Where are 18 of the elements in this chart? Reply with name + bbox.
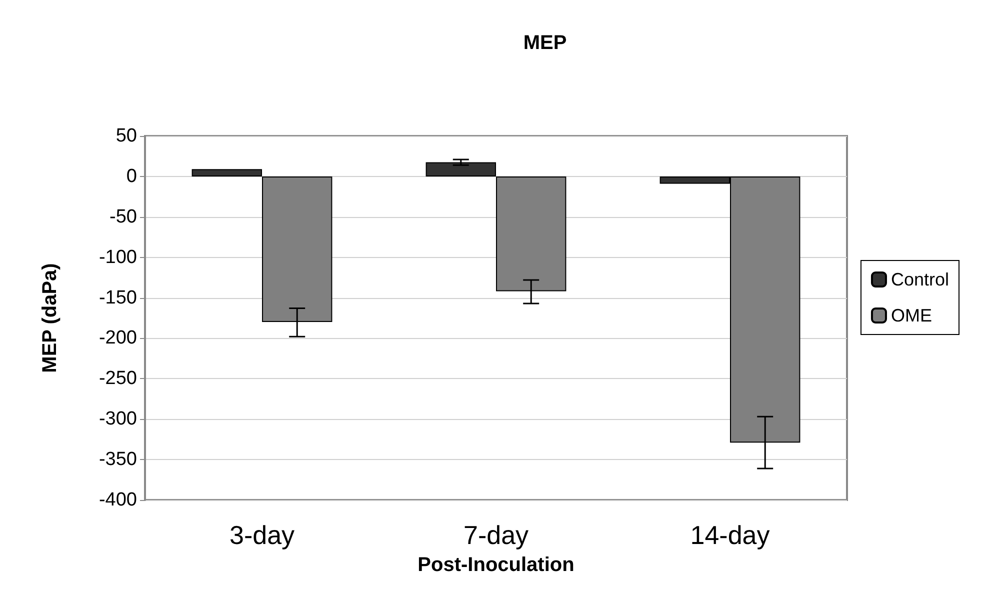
x-tick-label: 7-day (463, 520, 529, 550)
y-tick-label: -100 (98, 246, 137, 268)
y-tick-label: -400 (98, 490, 137, 510)
y-axis-title: MEP (daPa) (39, 263, 61, 373)
x-tick-label: 3-day (229, 520, 295, 550)
y-tick-label: -300 (98, 408, 137, 430)
y-tick-label: -200 (98, 328, 137, 349)
y-tick-label: -50 (110, 206, 137, 228)
legend-label: Control (890, 270, 950, 290)
y-tick-label: 0 (126, 166, 137, 187)
y-tick-label: 50 (116, 126, 137, 146)
x-axis-title: Post-Inoculation (418, 554, 574, 576)
y-tick-label: -350 (98, 449, 137, 470)
chart-title: MEP (523, 32, 567, 54)
x-tick-label: 14-day (690, 520, 770, 550)
y-tick-label: -250 (98, 368, 137, 390)
legend-label: OME (890, 306, 932, 326)
y-tick-label: -150 (98, 287, 137, 308)
